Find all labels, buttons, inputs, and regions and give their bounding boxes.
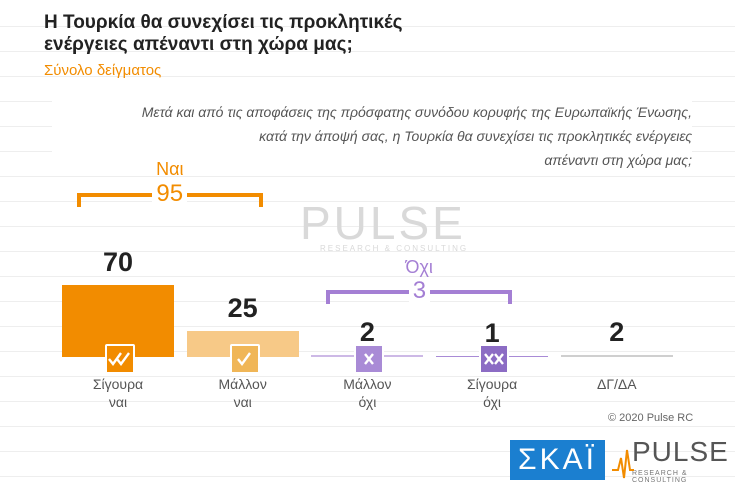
icon bbox=[479, 344, 510, 374]
category-label: Σίγουρα όχι bbox=[466, 376, 518, 410]
watermark-tagline: RESEARCH & CONSULTING bbox=[320, 244, 469, 253]
skai-logo: ΣΚΑΪ bbox=[510, 440, 605, 480]
subtitle: Σύνολο δείγματος bbox=[44, 62, 162, 79]
group-label: Όχι bbox=[405, 257, 433, 277]
icon bbox=[354, 344, 385, 374]
watermark: PULSE bbox=[300, 197, 466, 249]
title: Η Τουρκία θα συνεχίσει τις προκλητικές ε… bbox=[44, 12, 403, 55]
pulse-icon bbox=[612, 449, 634, 479]
pulse-tagline: RESEARCH & CONSULTING bbox=[632, 470, 688, 484]
value-label: 70 bbox=[102, 246, 134, 277]
question: Μετά και από τις αποφάσεις της πρόσφατης… bbox=[52, 100, 692, 172]
value-label: 2 bbox=[359, 316, 375, 347]
group-value: 95 bbox=[152, 180, 188, 208]
value-label: 25 bbox=[227, 293, 258, 324]
category-label: Μάλλον ναι bbox=[218, 376, 267, 410]
icon bbox=[105, 344, 135, 374]
pulse-logo: PULSE bbox=[632, 436, 729, 467]
value-label: 1 bbox=[484, 317, 500, 348]
bar bbox=[560, 354, 673, 357]
copyright: © 2020 Pulse RC bbox=[608, 412, 694, 424]
category-label: Μάλλον όχι bbox=[343, 376, 392, 410]
group-value: 3 bbox=[408, 277, 431, 305]
category-label: Σίγουρα ναι bbox=[92, 376, 144, 410]
category-label: ΔΓ/ΔΑ bbox=[596, 376, 637, 392]
icon bbox=[229, 344, 260, 374]
group-label: Ναι bbox=[156, 159, 184, 179]
value-label: 2 bbox=[609, 316, 625, 347]
